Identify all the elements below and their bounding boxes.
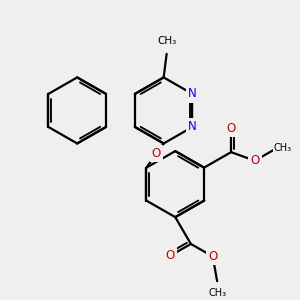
Text: O: O xyxy=(208,250,218,263)
Text: O: O xyxy=(152,147,161,160)
Text: O: O xyxy=(250,154,260,167)
Text: N: N xyxy=(188,120,197,134)
Text: CH₃: CH₃ xyxy=(274,143,292,153)
Text: O: O xyxy=(226,122,236,135)
Text: CH₃: CH₃ xyxy=(157,36,176,46)
Text: N: N xyxy=(188,87,197,101)
Text: O: O xyxy=(166,249,175,262)
Text: CH₃: CH₃ xyxy=(208,288,226,298)
